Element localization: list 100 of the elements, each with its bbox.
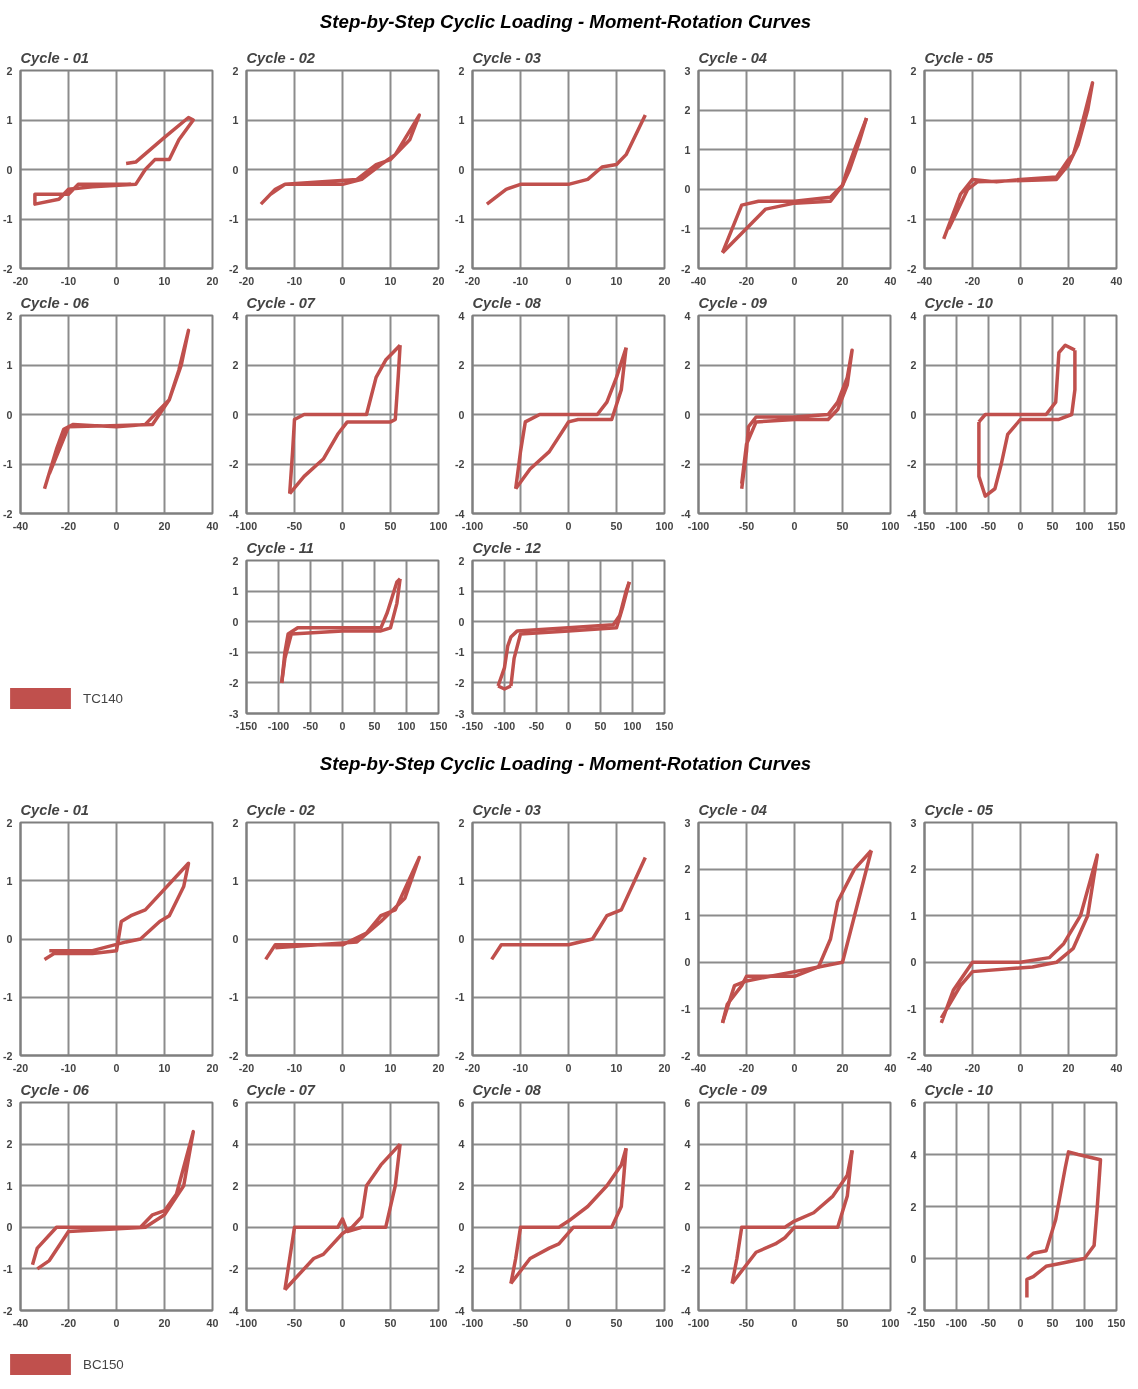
x-tick-label: 100 xyxy=(1075,519,1094,532)
y-tick-label: 2 xyxy=(684,104,691,117)
y-tick-label: -1 xyxy=(3,213,13,225)
y-tick-label: -3 xyxy=(229,707,239,720)
y-tick-label: -1 xyxy=(681,222,691,235)
y-tick-label: 0 xyxy=(458,163,465,176)
y-tick-label: -2 xyxy=(907,1304,917,1317)
y-tick-label: 2 xyxy=(684,359,691,371)
x-tick-label: -100 xyxy=(461,519,484,532)
x-tick-label: 10 xyxy=(610,1061,623,1074)
y-tick-label: 2 xyxy=(6,1138,13,1151)
chart-title: Cycle - 10 xyxy=(924,294,994,311)
x-tick-label: -50 xyxy=(980,1316,997,1329)
y-tick-label: 0 xyxy=(684,956,691,969)
x-tick-label: -20 xyxy=(60,1316,77,1329)
x-tick-label: 50 xyxy=(610,519,623,532)
x-tick-label: -50 xyxy=(528,719,545,732)
y-tick-label: -2 xyxy=(3,262,13,275)
y-tick-label: 1 xyxy=(458,585,465,598)
y-tick-label: 6 xyxy=(910,1096,917,1109)
chart-title: Cycle - 01 xyxy=(20,49,89,66)
y-tick-label: -4 xyxy=(229,507,239,520)
x-tick-label: 40 xyxy=(884,274,897,287)
x-tick-label: -10 xyxy=(60,274,77,287)
x-tick-label: 20 xyxy=(836,1061,849,1074)
x-tick-label: 50 xyxy=(610,1316,623,1329)
y-tick-label: 0 xyxy=(910,408,917,421)
x-tick-label: -100 xyxy=(235,519,258,532)
x-tick-label: -150 xyxy=(913,1316,936,1329)
chart-title: Cycle - 08 xyxy=(472,1081,542,1098)
x-tick-label: 0 xyxy=(791,1061,798,1074)
x-tick-label: -100 xyxy=(945,519,968,532)
x-tick-label: 20 xyxy=(432,1061,445,1074)
y-tick-label: 4 xyxy=(458,309,465,322)
y-tick-label: 0 xyxy=(910,956,917,969)
x-tick-label: 0 xyxy=(113,1316,120,1329)
y-tick-label: 1 xyxy=(6,1179,13,1192)
y-tick-label: 4 xyxy=(458,1138,465,1151)
y-tick-label: 0 xyxy=(458,1221,465,1234)
y-tick-label: -1 xyxy=(229,991,239,1004)
x-tick-label: 20 xyxy=(206,1061,219,1074)
x-tick-label: -50 xyxy=(302,719,319,732)
chart-title: Cycle - 05 xyxy=(924,49,994,66)
y-tick-label: 0 xyxy=(6,933,13,945)
chart-title: Cycle - 07 xyxy=(246,1081,316,1098)
y-tick-label: 4 xyxy=(232,1138,239,1151)
y-tick-label: 6 xyxy=(458,1096,465,1109)
y-tick-label: 0 xyxy=(684,1221,691,1234)
x-tick-label: 0 xyxy=(791,519,798,532)
y-tick-label: -1 xyxy=(229,213,239,225)
y-tick-label: -2 xyxy=(3,507,13,520)
y-tick-label: 3 xyxy=(6,1096,13,1109)
y-tick-label: -2 xyxy=(229,262,239,275)
y-tick-label: 2 xyxy=(910,863,917,876)
y-tick-label: 0 xyxy=(910,1252,917,1265)
x-tick-label: 20 xyxy=(658,274,671,287)
y-tick-label: 2 xyxy=(232,64,239,77)
x-tick-label: -10 xyxy=(60,1061,77,1074)
y-tick-label: -2 xyxy=(455,1262,465,1275)
x-tick-label: -50 xyxy=(512,519,529,532)
chart-title: Cycle - 04 xyxy=(698,801,767,818)
y-tick-label: -1 xyxy=(907,1002,917,1015)
x-tick-label: -100 xyxy=(267,719,290,732)
x-tick-label: 150 xyxy=(429,719,448,732)
y-tick-label: 0 xyxy=(232,163,239,176)
x-tick-label: 0 xyxy=(565,519,572,532)
x-tick-label: 10 xyxy=(384,1061,397,1074)
y-tick-label: 2 xyxy=(458,816,465,829)
x-tick-label: 100 xyxy=(623,719,642,732)
x-tick-label: -40 xyxy=(12,1316,29,1329)
y-tick-label: 2 xyxy=(6,816,13,829)
x-tick-label: -100 xyxy=(461,1316,484,1329)
y-tick-label: 1 xyxy=(458,874,465,887)
x-tick-label: 50 xyxy=(836,1316,849,1329)
y-tick-label: 2 xyxy=(910,359,917,371)
x-tick-label: 20 xyxy=(158,519,171,532)
y-tick-label: 6 xyxy=(684,1096,691,1109)
y-tick-label: -2 xyxy=(229,1262,239,1275)
y-tick-label: 0 xyxy=(458,615,465,628)
x-tick-label: -50 xyxy=(738,1316,755,1329)
x-tick-label: 40 xyxy=(1110,1061,1123,1074)
y-tick-label: -1 xyxy=(3,458,13,470)
x-tick-label: 150 xyxy=(1107,1316,1126,1329)
x-tick-label: -40 xyxy=(690,274,707,287)
x-tick-label: -40 xyxy=(12,519,29,532)
y-tick-label: 2 xyxy=(458,359,465,371)
x-tick-label: 0 xyxy=(791,1316,798,1329)
x-tick-label: 100 xyxy=(429,1316,448,1329)
x-tick-label: 20 xyxy=(206,274,219,287)
x-tick-label: 150 xyxy=(1107,519,1126,532)
y-tick-label: -2 xyxy=(229,458,239,470)
x-tick-label: 100 xyxy=(397,719,416,732)
y-tick-label: -1 xyxy=(3,1262,13,1275)
x-tick-label: -100 xyxy=(687,519,710,532)
x-tick-label: -150 xyxy=(235,719,258,732)
y-tick-label: -2 xyxy=(907,262,917,275)
legend-label: BC150 xyxy=(83,1356,124,1372)
x-tick-label: -40 xyxy=(916,274,933,287)
x-tick-label: 20 xyxy=(836,274,849,287)
y-tick-label: -2 xyxy=(455,676,465,689)
